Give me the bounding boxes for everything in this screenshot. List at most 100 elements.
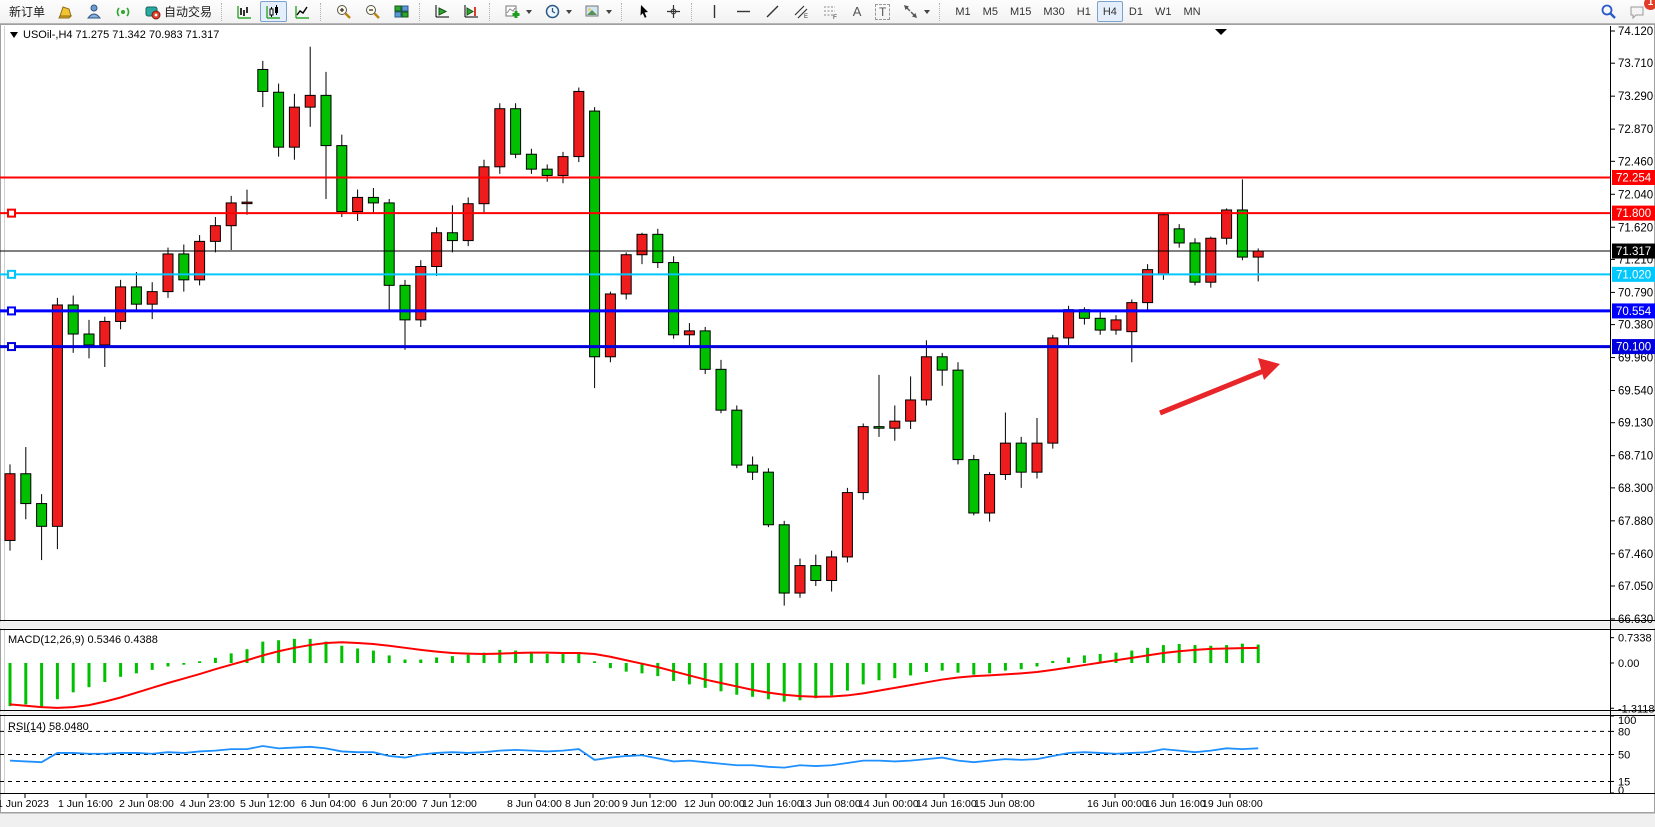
candle-body — [984, 474, 996, 514]
dropdown-caret — [526, 9, 533, 14]
candle-body — [999, 442, 1011, 476]
candle-body — [146, 291, 158, 305]
line-chart-button[interactable] — [289, 1, 316, 22]
candle-body — [99, 320, 111, 346]
vertical-line-tool-button[interactable] — [701, 1, 728, 22]
chart-template-button[interactable] — [579, 1, 617, 22]
chat-button[interactable]: 1 — [1624, 0, 1655, 22]
rsi-line — [9, 745, 1259, 769]
chart-title-text: USOil-,H4 71.275 71.342 70.983 71.317 — [23, 29, 220, 41]
candle-body — [336, 145, 348, 213]
x-axis-time-label: 6 Jun 04:00 — [301, 798, 356, 810]
timeframe-m15[interactable]: M15 — [1009, 5, 1032, 18]
toolbar-separator — [320, 2, 325, 21]
y-axis-tick-label: 67.050 — [1618, 581, 1653, 593]
chart-title-collapse-icon[interactable] — [10, 32, 18, 38]
cursor-tool-button[interactable] — [631, 1, 658, 22]
chart-dropdown-triangle-icon[interactable] — [1215, 29, 1227, 35]
zoom-in-icon — [335, 3, 352, 20]
macd-indicator-label: MACD(12,26,9) 0.5346 0.4388 — [8, 634, 158, 646]
chart-canvas[interactable]: 74.120 73.710 73.290 72.870 72.460 72.040 71.6… — [0, 24, 1655, 813]
periods-button[interactable] — [539, 1, 577, 22]
signals-button[interactable] — [110, 1, 137, 22]
candle-body — [399, 284, 411, 321]
arrow-annotation-head[interactable] — [1258, 358, 1280, 380]
dropdown-caret — [924, 9, 931, 14]
candle-body — [936, 356, 948, 371]
mql-community-button[interactable] — [81, 1, 108, 22]
candle-body — [873, 426, 885, 429]
arrows-tool-button[interactable] — [897, 1, 935, 22]
new-order-label: 新订单 — [9, 5, 46, 19]
y-axis-tick-label: 66.630 — [1618, 614, 1653, 626]
candle-body — [589, 110, 601, 358]
timeframe-h4[interactable]: H4 — [1096, 1, 1123, 22]
candlestick-chart-button[interactable] — [260, 1, 288, 22]
y-axis-tick-label: 67.460 — [1618, 549, 1653, 561]
add-indicator-button[interactable] — [499, 1, 537, 22]
hline-handle[interactable] — [7, 306, 16, 316]
new-order-button[interactable]: 新订单 — [4, 1, 50, 22]
hline-handle[interactable] — [7, 208, 16, 218]
candle-body — [130, 286, 142, 305]
x-axis-time-label: 8 Jun 04:00 — [507, 798, 562, 810]
candle-body — [557, 156, 569, 176]
candle-body — [826, 556, 838, 582]
equidistant-channel-tool-button[interactable]: E — [788, 1, 815, 22]
hline-handle[interactable] — [7, 342, 16, 352]
candle-body — [715, 368, 727, 411]
timeframe-m5[interactable]: M5 — [982, 5, 998, 18]
price-line-tag — [1612, 303, 1655, 319]
zoom-out-button[interactable] — [359, 1, 386, 22]
candle-body — [115, 286, 127, 322]
pane-splitter[interactable] — [0, 711, 1655, 715]
y-axis-tick-label: 72.870 — [1618, 124, 1653, 136]
chart-shift-icon-button[interactable] — [52, 1, 79, 22]
candle-body — [462, 203, 474, 242]
rsi-scale-label: 15 — [1618, 776, 1630, 788]
horizontal-line-tool-button[interactable] — [730, 1, 757, 22]
toolbar-separator — [221, 2, 226, 21]
x-axis-time-label: 9 Jun 12:00 — [622, 798, 677, 810]
candle-body — [67, 304, 79, 335]
auto-scroll-icon — [434, 3, 451, 20]
chart-title: USOil-,H4 71.275 71.342 70.983 71.317 — [10, 29, 219, 41]
tile-windows-button[interactable] — [388, 1, 415, 22]
arrow-annotation-line[interactable] — [1159, 367, 1267, 416]
candle-body — [367, 196, 379, 204]
toolbar-separator — [939, 2, 944, 21]
hline-handle[interactable] — [7, 269, 16, 279]
auto-trading-button[interactable]: 自动交易 — [139, 1, 217, 22]
timeframe-w1[interactable]: W1 — [1154, 5, 1172, 18]
timeframe-m1[interactable]: M1 — [955, 5, 971, 18]
pane-splitter[interactable] — [0, 621, 1655, 629]
candle-body — [573, 90, 585, 158]
candle-body — [51, 304, 63, 527]
channel-icon: E — [793, 3, 810, 20]
trend-line-tool-button[interactable] — [759, 1, 786, 22]
fibonacci-tool-button[interactable]: F — [817, 1, 844, 22]
candle-body — [794, 565, 806, 594]
x-axis-time-label: 7 Jun 12:00 — [422, 798, 477, 810]
zoom-in-button[interactable] — [330, 1, 357, 22]
candle-body — [36, 503, 48, 527]
timeframe-h1[interactable]: H1 — [1076, 5, 1091, 18]
search-button[interactable] — [1595, 1, 1622, 22]
dropdown-caret — [566, 9, 573, 14]
chart-shift-end-button[interactable] — [458, 1, 485, 22]
crosshair-tool-button[interactable] — [660, 1, 687, 22]
timeframe-m30[interactable]: M30 — [1043, 5, 1065, 18]
auto-scroll-button[interactable] — [429, 1, 456, 22]
text-tool-button[interactable]: A — [846, 1, 868, 22]
candle-body — [905, 399, 917, 422]
candle-body — [494, 108, 506, 168]
timeframe-d1[interactable]: D1 — [1128, 5, 1143, 18]
rsi-indicator-label: RSI(14) 58.0480 — [8, 721, 89, 733]
chart-window: USOil-,H4 71.275 71.342 70.983 71.317 MA… — [0, 24, 1655, 813]
bar-chart-button[interactable] — [231, 1, 258, 22]
text-label-tool-button[interactable]: T — [870, 1, 895, 22]
candle-body — [304, 94, 316, 108]
candle-body — [194, 240, 206, 281]
x-axis-time-label: 13 Jun 08:00 — [800, 798, 861, 810]
timeframe-mn[interactable]: MN — [1183, 5, 1201, 18]
